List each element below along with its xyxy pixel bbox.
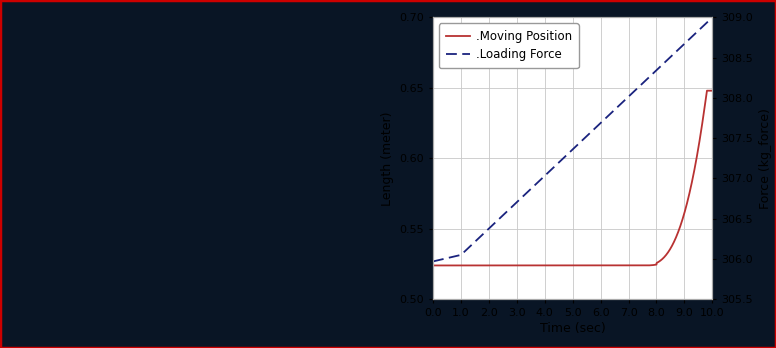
.Moving Position	[476, 263, 486, 268]
.Loading Force	[702, 21, 712, 25]
.Loading Force	[708, 15, 717, 19]
.Moving Position	[702, 89, 712, 93]
.Moving Position	[460, 263, 469, 268]
.Loading Force	[535, 178, 545, 182]
Y-axis label: Force (kg_force): Force (kg_force)	[759, 108, 771, 209]
Y-axis label: Length (meter): Length (meter)	[381, 111, 393, 206]
.Moving Position	[708, 89, 717, 93]
.Loading Force	[672, 49, 681, 53]
.Moving Position	[535, 263, 545, 268]
Legend: .Moving Position, .Loading Force: .Moving Position, .Loading Force	[439, 23, 579, 68]
.Loading Force	[476, 234, 486, 238]
.Loading Force	[548, 167, 557, 171]
.Moving Position	[672, 234, 681, 238]
.Loading Force	[460, 249, 469, 253]
.Moving Position	[428, 263, 438, 268]
X-axis label: Time (sec): Time (sec)	[540, 323, 605, 335]
.Moving Position	[548, 263, 557, 268]
.Loading Force	[428, 259, 438, 263]
.Moving Position	[702, 89, 712, 93]
Line: .Moving Position: .Moving Position	[433, 91, 712, 266]
Line: .Loading Force: .Loading Force	[433, 17, 712, 261]
